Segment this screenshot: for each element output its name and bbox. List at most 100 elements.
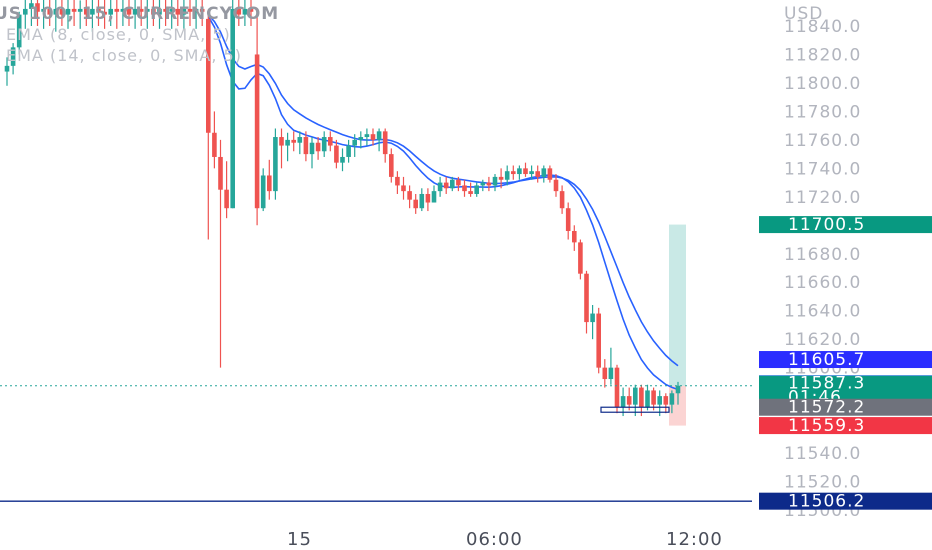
candle-body bbox=[212, 132, 217, 157]
candle-body bbox=[175, 8, 181, 15]
candle-body bbox=[102, 11, 107, 15]
ema-8-line bbox=[207, 15, 679, 391]
ema-lines bbox=[207, 14, 679, 391]
candle-body bbox=[53, 8, 59, 15]
candle-body bbox=[77, 8, 83, 12]
candle-body bbox=[450, 179, 455, 189]
candle-body bbox=[468, 191, 473, 194]
candle-body bbox=[462, 185, 467, 192]
y-tick-label: 11780.0 bbox=[784, 102, 861, 122]
candle-body bbox=[419, 193, 425, 209]
candle-body bbox=[584, 273, 589, 323]
candle-body bbox=[407, 191, 412, 200]
candle-body bbox=[657, 396, 662, 405]
candle-body bbox=[23, 8, 28, 15]
candles bbox=[4, 0, 681, 417]
price-badge-value: 11700.5 bbox=[788, 215, 865, 235]
candle-body bbox=[596, 313, 601, 368]
candle-body bbox=[145, 8, 150, 12]
price-badge bbox=[759, 351, 932, 369]
candle-body bbox=[291, 139, 296, 143]
x-tick-label: 06:00 bbox=[466, 529, 523, 550]
candle-body bbox=[590, 313, 595, 323]
candle-body bbox=[541, 168, 547, 177]
candle-body bbox=[4, 65, 10, 72]
legend-ema-14: EMA (14, close, 0, SMA, 5) bbox=[6, 46, 242, 65]
position-tool[interactable] bbox=[669, 224, 686, 426]
candle-body bbox=[71, 8, 77, 12]
candle-body bbox=[254, 54, 260, 209]
position-target-zone[interactable] bbox=[669, 224, 686, 386]
plot-area[interactable] bbox=[0, 0, 752, 502]
candle-body bbox=[633, 387, 638, 405]
candle-body bbox=[572, 230, 577, 243]
candle-body bbox=[138, 8, 144, 12]
candle-body bbox=[120, 8, 126, 12]
candle-body bbox=[547, 168, 553, 180]
price-badge-value: 11572.2 bbox=[788, 398, 865, 418]
candle-body bbox=[395, 176, 400, 186]
candle-body bbox=[242, 8, 248, 15]
candle-body bbox=[169, 8, 174, 12]
price-badge-value: 11559.3 bbox=[788, 416, 865, 436]
candle-body bbox=[47, 8, 52, 15]
candle-body bbox=[65, 8, 71, 15]
candle-body bbox=[84, 8, 89, 15]
candle-body bbox=[126, 8, 132, 15]
candle-body bbox=[163, 8, 168, 12]
candle-body bbox=[517, 168, 522, 175]
y-tick-label: 11640.0 bbox=[784, 302, 861, 322]
y-tick-label: 11520.0 bbox=[784, 473, 861, 493]
candle-body bbox=[425, 193, 431, 203]
range-box[interactable] bbox=[600, 406, 670, 413]
price-badges: 11700.511605.711588.711587.301:4611572.2… bbox=[759, 215, 932, 512]
price-badge-value: 11605.7 bbox=[788, 350, 865, 370]
candle-body bbox=[352, 139, 357, 146]
candle-body bbox=[10, 47, 16, 66]
candle-body bbox=[199, 8, 205, 12]
candle-body bbox=[236, 8, 242, 15]
y-tick-label: 11820.0 bbox=[784, 45, 861, 65]
candle-body bbox=[486, 182, 492, 186]
y-tick-label: 11660.0 bbox=[784, 273, 861, 293]
candle-body bbox=[334, 145, 339, 163]
candle-body bbox=[340, 156, 345, 163]
candle-body bbox=[675, 385, 681, 394]
candle-body bbox=[480, 182, 486, 186]
candle-body bbox=[303, 137, 309, 155]
candle-body bbox=[437, 182, 443, 192]
candle-body bbox=[389, 154, 394, 177]
candle-body bbox=[187, 8, 193, 12]
candle-body bbox=[645, 390, 650, 408]
candle-body bbox=[669, 393, 675, 405]
candle-body bbox=[346, 145, 351, 157]
candle-body bbox=[602, 367, 608, 380]
candle-body bbox=[511, 171, 516, 175]
candle-body bbox=[370, 134, 376, 140]
candle-body bbox=[230, 8, 235, 209]
candle-body bbox=[456, 179, 461, 186]
candle-body bbox=[651, 390, 656, 405]
y-tick-label: 11720.0 bbox=[784, 188, 861, 208]
candle-body bbox=[90, 8, 95, 15]
candle-body bbox=[364, 134, 370, 138]
y-tick-label: 11760.0 bbox=[784, 131, 861, 151]
candle-body bbox=[382, 131, 388, 155]
y-tick-label: 11740.0 bbox=[784, 159, 861, 179]
candle-body bbox=[273, 137, 278, 192]
candle-body bbox=[108, 8, 113, 15]
x-axis: 15 06:00 12:00 bbox=[287, 529, 722, 550]
candle-body bbox=[218, 156, 223, 190]
candle-body bbox=[315, 142, 321, 152]
candle-body bbox=[328, 137, 333, 146]
candle-body bbox=[267, 175, 272, 192]
x-tick-label: 15 bbox=[287, 529, 312, 550]
legend: US 100, 15, CURRENCYCOM EMA (8, close, 0… bbox=[0, 4, 278, 65]
candle-body bbox=[157, 8, 162, 15]
price-badge bbox=[759, 492, 932, 510]
candle-body bbox=[96, 8, 101, 12]
currency-label: USD bbox=[784, 4, 823, 24]
candle-body bbox=[443, 182, 449, 189]
